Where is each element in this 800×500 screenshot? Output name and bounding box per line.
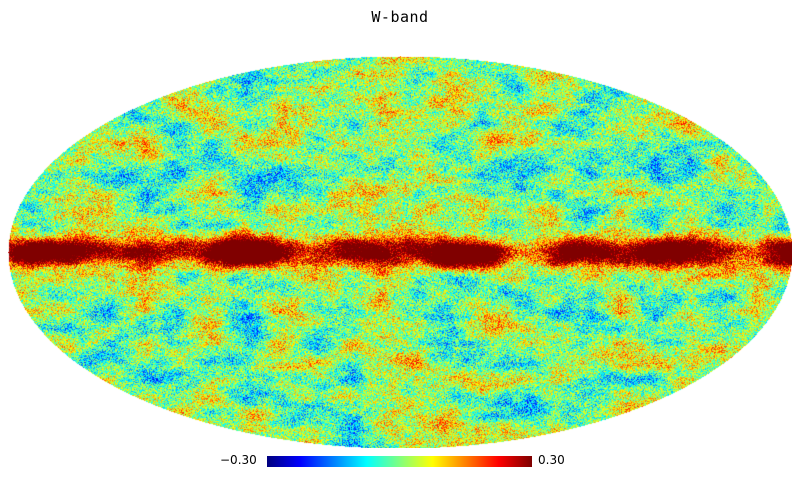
- sky-map-canvas: [8, 56, 792, 448]
- colorbar-max-label: 0.30: [538, 453, 565, 467]
- mollweide-map: [8, 56, 792, 448]
- map-title: W-band: [371, 8, 429, 26]
- colorbar: [267, 456, 532, 467]
- colorbar-min-label: −0.30: [220, 453, 257, 467]
